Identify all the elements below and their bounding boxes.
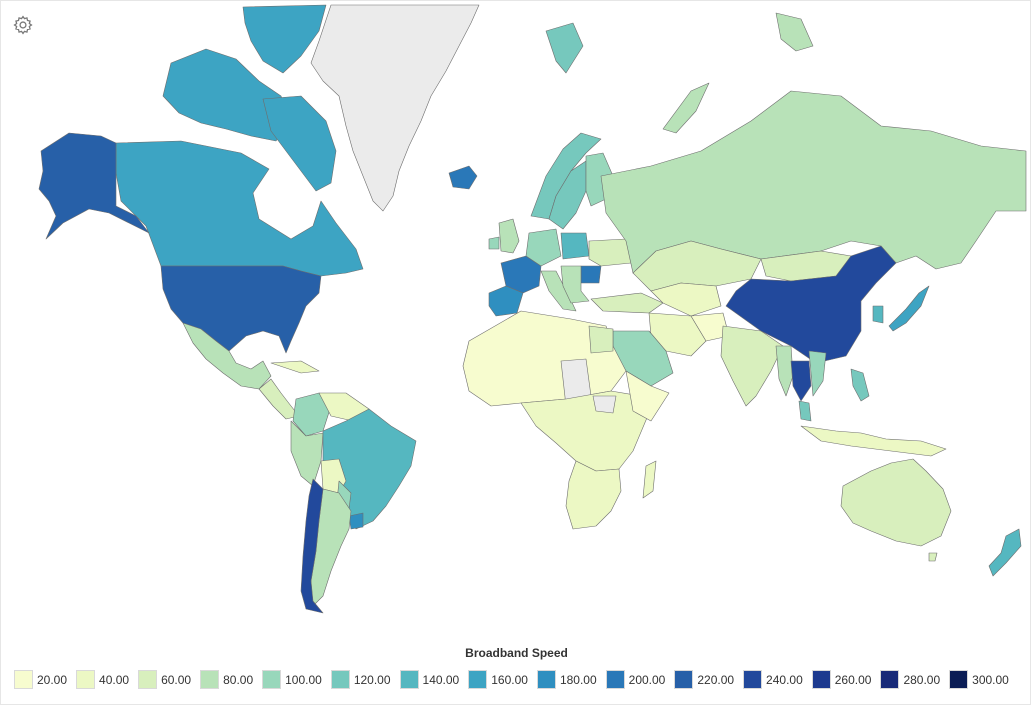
- legend-item[interactable]: 20.00: [14, 670, 67, 689]
- legend-label: 140.00: [422, 672, 460, 687]
- region-central-america[interactable]: [258, 378, 300, 420]
- legend-label: 40.00: [99, 672, 130, 687]
- legend-swatch: [468, 670, 488, 689]
- legend-swatch: [14, 670, 33, 689]
- region-canada-arctic[interactable]: [242, 4, 327, 74]
- legend-label: 60.00: [161, 672, 192, 687]
- legend-swatch: [138, 670, 158, 689]
- legend-swatch: [605, 670, 625, 689]
- region-japan[interactable]: [888, 285, 930, 332]
- region-new-zealand[interactable]: [988, 528, 1022, 577]
- region-germany[interactable]: [525, 228, 562, 267]
- region-canada[interactable]: [115, 140, 364, 277]
- legend-swatch: [674, 670, 694, 689]
- legend-label: 80.00: [223, 672, 254, 687]
- legend-label: 100.00: [285, 672, 322, 687]
- region-south-korea[interactable]: [872, 305, 884, 324]
- legend-label: 120.00: [353, 672, 391, 687]
- legend-item[interactable]: 160.00: [468, 670, 528, 689]
- region-horn-of-africa[interactable]: [625, 370, 670, 422]
- legend-label: 260.00: [834, 672, 872, 687]
- legend-item[interactable]: 240.00: [743, 670, 803, 689]
- legend-title: Broadband Speed: [465, 646, 568, 660]
- legend-swatch: [200, 670, 220, 689]
- region-cuba[interactable]: [270, 360, 320, 374]
- legend-swatch: [330, 670, 350, 689]
- region-canada-islands[interactable]: [162, 48, 292, 142]
- region-turkey[interactable]: [590, 292, 664, 314]
- region-franz-josef[interactable]: [775, 12, 814, 52]
- legend: 20.00 40.00 60.00 80.00 100.00 120.00 140.00 16…: [14, 670, 1018, 689]
- legend-item[interactable]: 300.00: [949, 670, 1009, 689]
- region-central-africa[interactable]: [520, 390, 650, 472]
- region-madagascar[interactable]: [642, 460, 657, 499]
- region-egypt[interactable]: [588, 325, 614, 354]
- legend-swatch: [76, 670, 96, 689]
- legend-item[interactable]: 280.00: [880, 670, 940, 689]
- legend-label: 200.00: [628, 672, 666, 687]
- legend-swatch: [949, 670, 969, 689]
- region-balkans[interactable]: [560, 265, 590, 304]
- region-central-asia[interactable]: [650, 282, 722, 317]
- region-mexico[interactable]: [182, 322, 272, 390]
- region-ireland[interactable]: [488, 236, 500, 250]
- legend-item[interactable]: 80.00: [200, 670, 253, 689]
- legend-item[interactable]: 140.00: [399, 670, 460, 689]
- legend-swatch: [743, 670, 763, 689]
- legend-item[interactable]: 60.00: [138, 670, 191, 689]
- region-romania[interactable]: [580, 265, 602, 284]
- region-uk[interactable]: [498, 218, 520, 254]
- region-novaya-zemlya[interactable]: [662, 82, 710, 134]
- region-ukraine[interactable]: [588, 238, 632, 267]
- region-svalbard[interactable]: [545, 22, 584, 74]
- legend-label: 300.00: [972, 672, 1009, 687]
- region-southern-africa[interactable]: [565, 460, 622, 530]
- legend-item[interactable]: 180.00: [536, 670, 597, 689]
- region-alaska[interactable]: [38, 132, 150, 240]
- region-india[interactable]: [720, 325, 784, 407]
- legend-item[interactable]: 200.00: [605, 670, 666, 689]
- legend-label: 280.00: [903, 672, 941, 687]
- legend-label: 160.00: [491, 672, 528, 687]
- legend-label: 240.00: [766, 672, 803, 687]
- region-malaysia[interactable]: [798, 400, 812, 422]
- legend-item[interactable]: 100.00: [262, 670, 322, 689]
- region-north-africa[interactable]: [462, 310, 627, 407]
- legend-label: 20.00: [37, 672, 68, 687]
- region-iceland[interactable]: [448, 165, 478, 190]
- region-thailand[interactable]: [790, 360, 812, 402]
- region-myanmar[interactable]: [775, 345, 794, 397]
- region-peru[interactable]: [290, 420, 324, 487]
- region-somalia-nodata[interactable]: [592, 395, 617, 414]
- region-australia[interactable]: [840, 458, 952, 547]
- region-italy[interactable]: [540, 270, 577, 312]
- region-philippines[interactable]: [850, 368, 870, 402]
- region-chile[interactable]: [300, 478, 324, 614]
- legend-item[interactable]: 120.00: [330, 670, 391, 689]
- region-russia[interactable]: [600, 90, 1027, 274]
- region-uruguay[interactable]: [348, 512, 364, 530]
- legend-item[interactable]: 220.00: [674, 670, 734, 689]
- legend-swatch: [811, 670, 831, 689]
- legend-swatch: [399, 670, 419, 689]
- region-usa[interactable]: [160, 265, 322, 354]
- gear-icon[interactable]: [12, 14, 34, 36]
- world-choropleth-map: [38, 4, 1027, 614]
- legend-item[interactable]: 260.00: [811, 670, 872, 689]
- legend-swatch: [536, 670, 556, 689]
- region-canada-baffin[interactable]: [262, 95, 337, 192]
- legend-label: 220.00: [697, 672, 735, 687]
- region-poland[interactable]: [560, 232, 590, 260]
- region-greenland[interactable]: [310, 4, 480, 212]
- region-tasmania[interactable]: [928, 552, 938, 562]
- legend-item[interactable]: 40.00: [76, 670, 129, 689]
- region-china[interactable]: [725, 245, 897, 364]
- legend-swatch: [262, 670, 282, 689]
- legend-swatch: [880, 670, 900, 689]
- region-vietnam[interactable]: [808, 350, 827, 397]
- legend-label: 180.00: [559, 672, 597, 687]
- region-indonesia[interactable]: [800, 425, 947, 457]
